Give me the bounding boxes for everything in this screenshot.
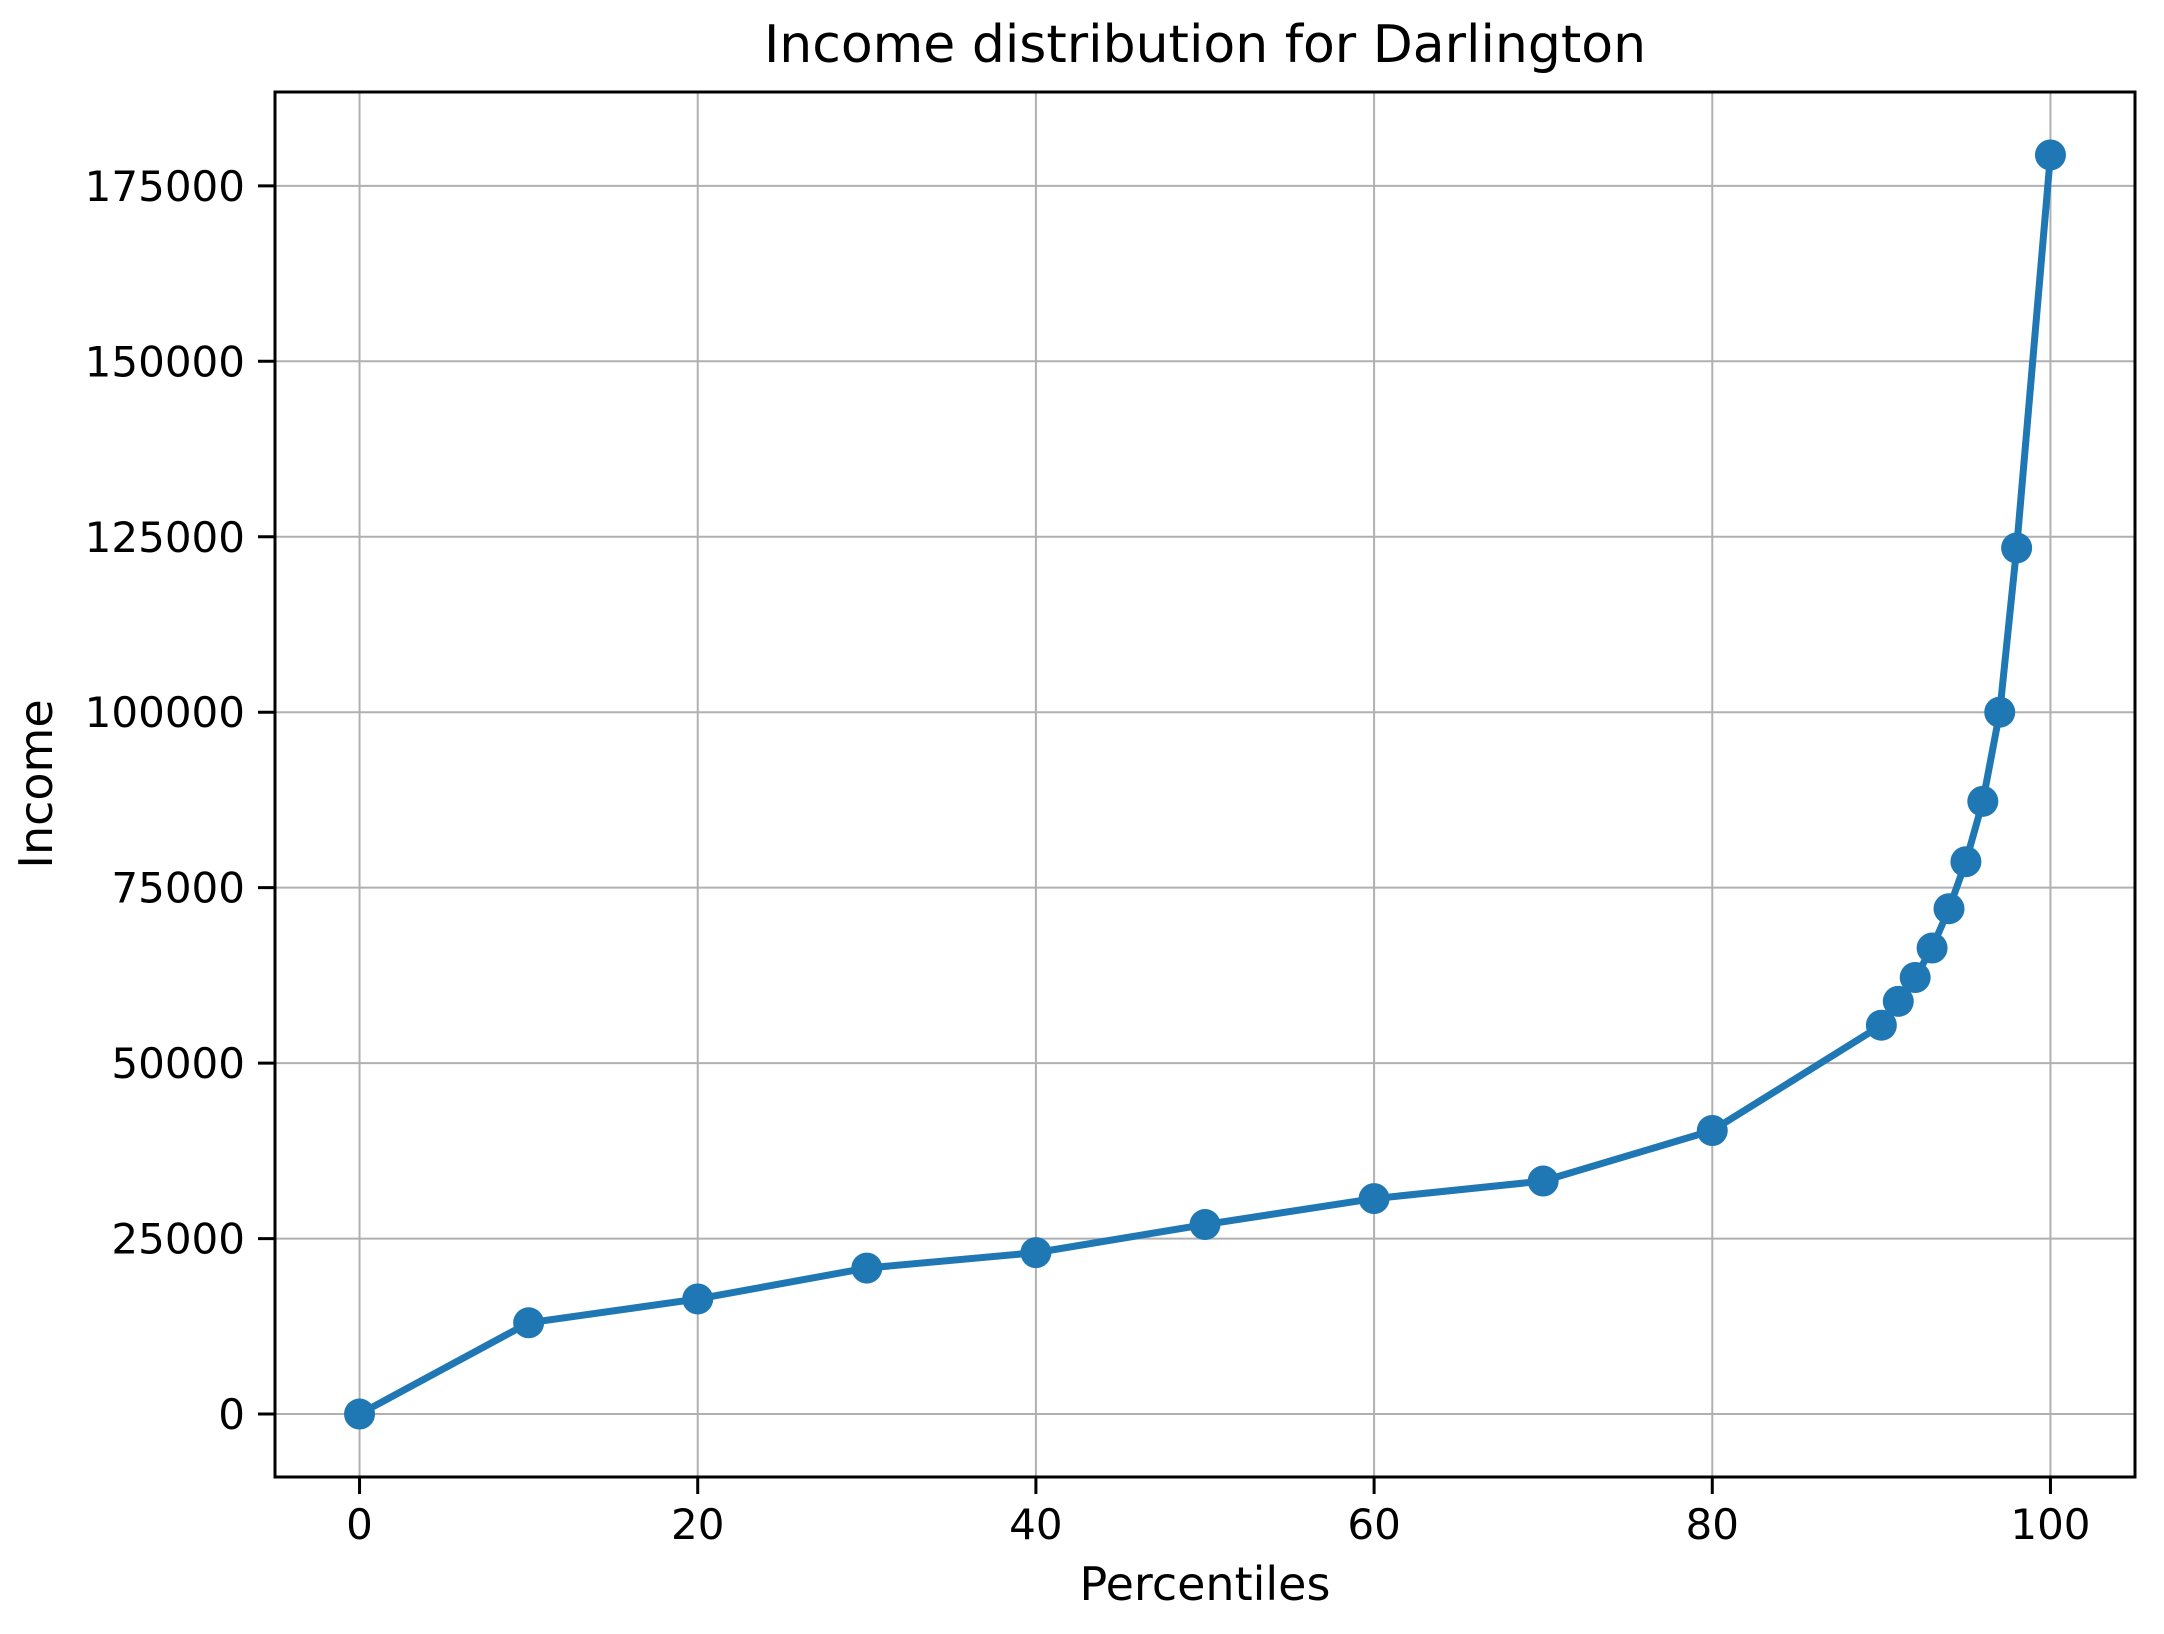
y-axis-label: Income	[9, 699, 63, 868]
y-tick-label: 150000	[85, 337, 245, 386]
data-point	[1967, 785, 1999, 817]
data-point	[1020, 1237, 1052, 1269]
text-layer: Income distribution for Darlington Perce…	[9, 15, 1646, 1611]
data-point	[1358, 1183, 1390, 1215]
x-tick-label: 80	[1686, 1500, 1739, 1549]
data-point	[1950, 846, 1982, 878]
y-tick-label: 125000	[85, 513, 245, 562]
x-tick-label: 0	[346, 1500, 373, 1549]
y-tick-label: 50000	[111, 1039, 245, 1088]
x-tick-label: 20	[671, 1500, 724, 1549]
data-point	[1189, 1209, 1221, 1241]
x-tick-label: 40	[1009, 1500, 1062, 1549]
y-tick-label: 100000	[85, 688, 245, 737]
x-tick-label: 100	[2010, 1500, 2090, 1549]
data-point	[1527, 1165, 1559, 1197]
y-tick-label: 0	[218, 1390, 245, 1439]
y-tick-label: 25000	[111, 1215, 245, 1264]
data-point	[1865, 1009, 1897, 1041]
data-point	[682, 1283, 714, 1315]
data-point	[513, 1307, 545, 1339]
axes-layer: 0 20 40 60 80 100 0 25000 50000 75000 100000 125000…	[85, 90, 2137, 1549]
data-point	[1696, 1115, 1728, 1147]
grid-layer	[275, 92, 2135, 1477]
data-point	[1933, 893, 1965, 925]
data-point	[1916, 932, 1948, 964]
data-point	[1899, 962, 1931, 994]
data-point	[2001, 532, 2033, 564]
y-tick-label: 175000	[85, 162, 245, 211]
data-point	[851, 1252, 883, 1284]
data-point	[1882, 985, 1914, 1017]
plot-border	[273, 90, 2137, 1479]
x-axis-label: Percentiles	[1080, 1557, 1331, 1611]
y-tick-label: 75000	[111, 864, 245, 913]
data-point	[1984, 696, 2016, 728]
x-tick-label: 60	[1347, 1500, 1400, 1549]
chart-title: Income distribution for Darlington	[764, 15, 1646, 75]
series-layer	[344, 139, 2066, 1430]
data-point	[2034, 139, 2066, 171]
data-point	[344, 1398, 376, 1430]
